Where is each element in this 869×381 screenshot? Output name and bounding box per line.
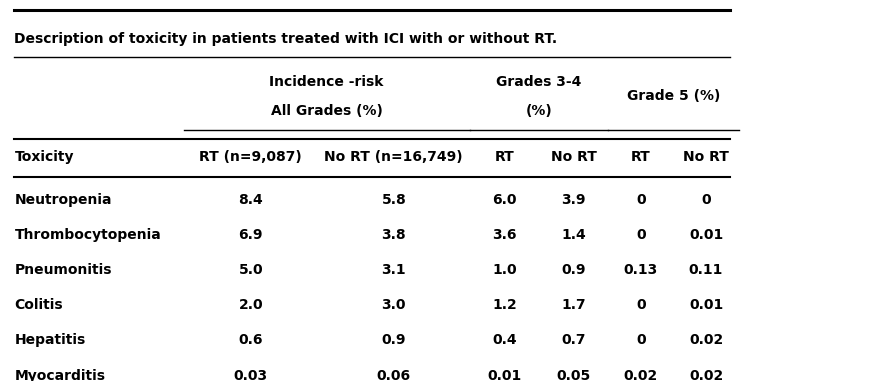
Text: 0.6: 0.6 [238,333,262,347]
Text: 0: 0 [700,193,710,207]
Text: RT: RT [630,150,650,164]
Text: 0.7: 0.7 [561,333,586,347]
Text: Myocarditis: Myocarditis [15,368,105,381]
Text: No RT: No RT [682,150,728,164]
Text: Description of toxicity in patients treated with ICI with or without RT.: Description of toxicity in patients trea… [15,32,557,46]
Text: 6.0: 6.0 [492,193,516,207]
Text: Neutropenia: Neutropenia [15,193,112,207]
Text: Toxicity: Toxicity [15,150,74,164]
Text: 0: 0 [635,228,645,242]
Text: 2.0: 2.0 [238,298,262,312]
Text: 3.9: 3.9 [561,193,586,207]
Text: 0.01: 0.01 [487,368,521,381]
Text: 1.0: 1.0 [492,263,516,277]
Text: (%): (%) [525,104,552,118]
Text: 5.0: 5.0 [238,263,262,277]
Text: 0.9: 0.9 [381,333,406,347]
Text: Hepatitis: Hepatitis [15,333,85,347]
Text: RT (n=9,087): RT (n=9,087) [199,150,302,164]
Text: Incidence -risk: Incidence -risk [269,75,383,89]
Text: 0.01: 0.01 [688,228,722,242]
Text: 0: 0 [635,298,645,312]
Text: 0.05: 0.05 [556,368,590,381]
Text: RT: RT [494,150,514,164]
Text: 6.9: 6.9 [238,228,262,242]
Text: 0.13: 0.13 [623,263,657,277]
Text: 0.06: 0.06 [376,368,410,381]
Text: 1.4: 1.4 [561,228,586,242]
Text: 5.8: 5.8 [381,193,406,207]
Text: 0.03: 0.03 [234,368,268,381]
Text: 3.0: 3.0 [381,298,406,312]
Text: 0: 0 [635,193,645,207]
Text: 0.02: 0.02 [688,368,722,381]
Text: 0.4: 0.4 [492,333,516,347]
Text: Colitis: Colitis [15,298,63,312]
Text: 3.6: 3.6 [492,228,516,242]
Text: 0: 0 [635,333,645,347]
Text: 0.02: 0.02 [623,368,657,381]
Text: 8.4: 8.4 [238,193,262,207]
Text: Pneumonitis: Pneumonitis [15,263,112,277]
Text: Thrombocytopenia: Thrombocytopenia [15,228,161,242]
Text: Grade 5 (%): Grade 5 (%) [626,89,720,103]
Text: 0.11: 0.11 [688,263,722,277]
Text: 0.02: 0.02 [688,333,722,347]
Text: 0.9: 0.9 [561,263,586,277]
Text: 3.8: 3.8 [381,228,406,242]
Text: No RT (n=16,749): No RT (n=16,749) [324,150,462,164]
Text: 1.2: 1.2 [492,298,516,312]
Text: Grades 3-4: Grades 3-4 [496,75,581,89]
Text: 0.01: 0.01 [688,298,722,312]
Text: All Grades (%): All Grades (%) [270,104,382,118]
Text: No RT: No RT [550,150,596,164]
Text: 3.1: 3.1 [381,263,406,277]
Text: 1.7: 1.7 [561,298,586,312]
